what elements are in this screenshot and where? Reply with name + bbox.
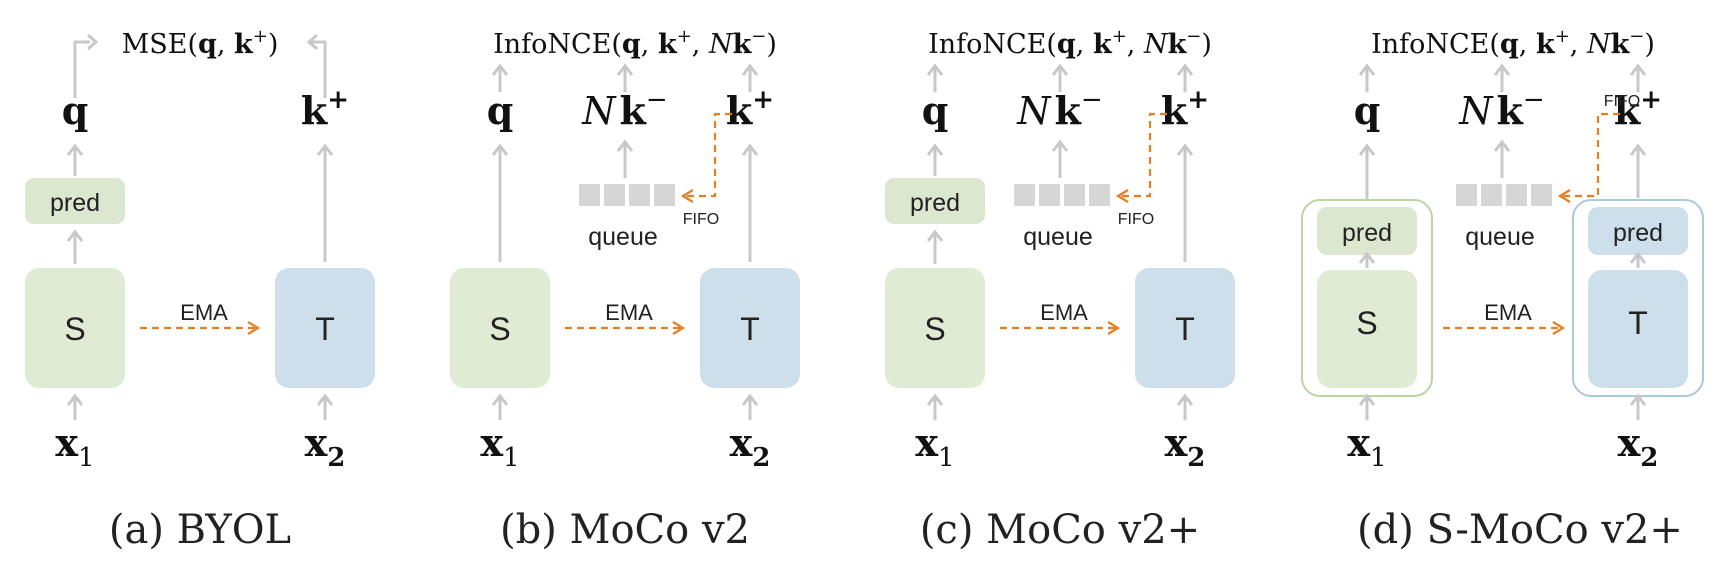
queue-blocks	[1014, 184, 1110, 206]
queue-slot	[1456, 184, 1477, 206]
student-label: S	[489, 311, 510, 347]
input-arrow-x2	[318, 396, 332, 420]
input-arrow-x1	[1360, 396, 1374, 420]
student-label: S	[1356, 305, 1377, 341]
queue-label: queue	[588, 223, 658, 251]
queue-to-kneg-arrow	[618, 142, 632, 178]
input-x2: x2	[305, 420, 346, 473]
input-x1: x1	[915, 420, 954, 473]
queue-slot	[629, 184, 650, 206]
student-inner-arrow	[1360, 254, 1374, 268]
loss-label: MSE(q, k+)	[122, 26, 279, 60]
k-positive-label: k+	[726, 85, 774, 133]
queue-label: queue	[1465, 223, 1535, 251]
teacher-to-k-arrow	[318, 146, 332, 262]
queue-label: queue	[1023, 223, 1093, 251]
input-x1: x1	[55, 420, 94, 473]
pred-label: pred	[50, 189, 100, 217]
queue-to-kneg-arrow	[1495, 142, 1509, 178]
panel-c: S T EMA x1 x2 pred q k+ InfoNCE(q, k+, Nk−) N k− qu…	[885, 26, 1235, 553]
ema-label: EMA	[1484, 300, 1532, 325]
student-to-pred-arrow	[928, 232, 942, 264]
input-x2: x2	[1618, 420, 1659, 473]
loss-label: InfoNCE(q, k+, Nk−)	[493, 26, 777, 60]
k-positive-label: k+	[1161, 85, 1209, 133]
ema-arrow: EMA	[1443, 300, 1563, 334]
panel-caption: (b) MoCo v2	[500, 507, 750, 553]
student-label: S	[924, 311, 945, 347]
queue-slot	[1089, 184, 1110, 206]
loss-label: InfoNCE(q, k+, Nk−)	[928, 26, 1212, 60]
panel-b: S T EMA x1 x2 q k+ InfoNCE(q, k+, Nk−) N k− queue F…	[450, 26, 800, 553]
teacher-label: T	[315, 311, 335, 347]
queue-slot	[1531, 184, 1552, 206]
fifo-label: FIFO	[1604, 93, 1640, 110]
queue-slot	[1064, 184, 1085, 206]
pred-to-q-arrow	[1360, 146, 1374, 200]
input-x1: x1	[480, 420, 519, 473]
student-label: S	[64, 311, 85, 347]
input-arrow-x2	[743, 396, 757, 420]
teacher-to-k-arrow	[1178, 146, 1192, 262]
ema-arrow: EMA	[565, 300, 683, 334]
teacher-to-k-arrow	[1631, 146, 1645, 198]
student-pred-label: pred	[1342, 219, 1392, 247]
input-arrow-x1	[493, 396, 507, 420]
panel-caption: (d) S-MoCo v2+	[1357, 507, 1683, 553]
teacher-label: T	[740, 311, 760, 347]
input-x1: x1	[1347, 420, 1386, 473]
student-to-pred-arrow	[68, 232, 82, 264]
queue-slot	[654, 184, 675, 206]
panel-caption: (c) MoCo v2+	[920, 507, 1200, 553]
teacher-label: T	[1175, 311, 1195, 347]
teacher-label: T	[1628, 305, 1648, 341]
student-to-q-arrow	[493, 146, 507, 262]
teacher-pred-label: pred	[1613, 219, 1663, 247]
ema-label: EMA	[180, 300, 228, 325]
queue-slot	[604, 184, 625, 206]
ema-arrow: EMA	[140, 300, 258, 334]
q-label: q	[487, 88, 514, 133]
fifo-path	[683, 114, 732, 196]
pred-label: pred	[910, 189, 960, 217]
ema-arrow: EMA	[1000, 300, 1118, 334]
teacher-to-k-arrow	[743, 146, 757, 262]
input-arrow-x1	[928, 396, 942, 420]
q-label: q	[1354, 88, 1381, 133]
input-arrow-x2	[1178, 396, 1192, 420]
fifo-label: FIFO	[1118, 211, 1154, 228]
queue-slot	[1039, 184, 1060, 206]
fifo-path	[1560, 114, 1620, 196]
q-label: q	[922, 88, 949, 133]
fifo-path	[1118, 114, 1167, 196]
panel-caption: (a) BYOL	[109, 507, 291, 553]
queue-blocks	[579, 184, 675, 206]
input-x2: x2	[1165, 420, 1206, 473]
input-arrow-x1	[68, 396, 82, 420]
queue-slot	[1014, 184, 1035, 206]
input-x2: x2	[730, 420, 771, 473]
queue-to-kneg-arrow	[1053, 142, 1067, 178]
input-arrow-x2	[1631, 396, 1645, 420]
pred-to-q-arrow	[68, 146, 82, 176]
ema-label: EMA	[605, 300, 653, 325]
queue-slot	[1506, 184, 1527, 206]
queue-slot	[579, 184, 600, 206]
fifo-label: FIFO	[683, 211, 719, 228]
queue-slot	[1481, 184, 1502, 206]
loss-label: InfoNCE(q, k+, Nk−)	[1371, 26, 1655, 60]
pred-to-q-arrow	[928, 146, 942, 176]
ema-label: EMA	[1040, 300, 1088, 325]
queue-blocks	[1456, 184, 1552, 206]
teacher-inner-arrow	[1631, 254, 1645, 268]
